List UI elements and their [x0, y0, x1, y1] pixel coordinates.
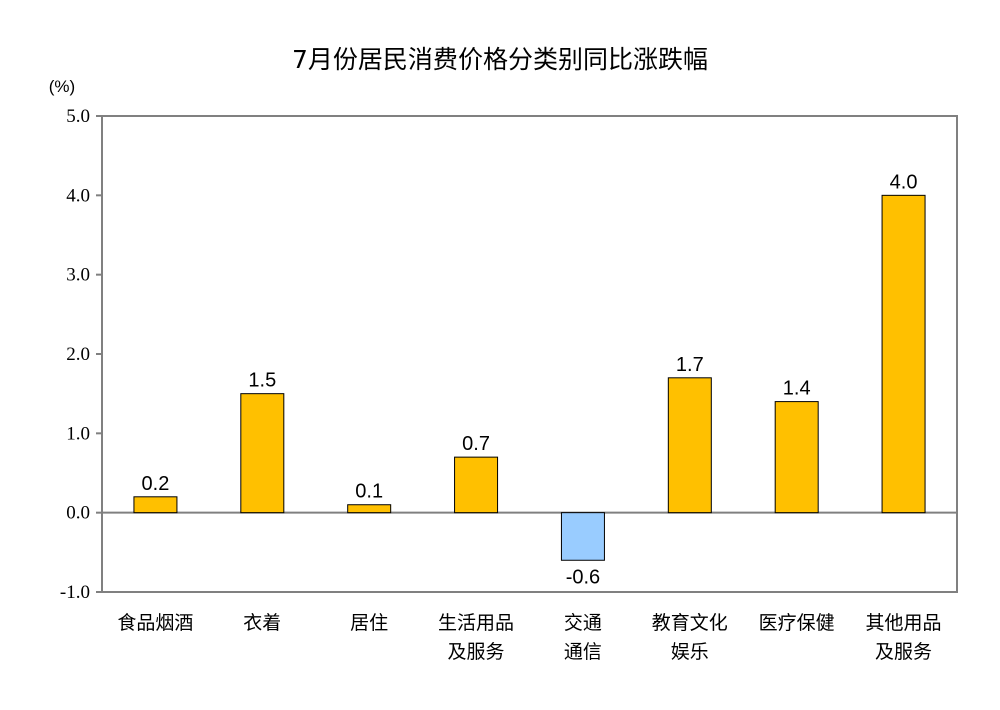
bar [667, 377, 712, 514]
data-label: 1.7 [676, 354, 704, 376]
data-label: 0.2 [142, 473, 170, 495]
y-tick-label: 0.0 [66, 503, 90, 524]
category-label: 教育文化 [652, 612, 728, 634]
y-tick-label: 1.0 [66, 423, 90, 444]
plot-frame [101, 115, 958, 593]
data-label: 0.7 [462, 433, 490, 455]
category-label: 生活用品 [438, 612, 514, 634]
bar [133, 496, 178, 514]
y-axis-unit-label: (%) [49, 77, 75, 96]
data-label: -0.6 [566, 566, 600, 588]
bar [560, 512, 605, 561]
category-label: 其他用品 [866, 612, 942, 634]
y-tick-label: 3.0 [66, 265, 90, 286]
bar [774, 401, 819, 514]
data-label: 1.4 [783, 378, 811, 400]
y-tick-label: 5.0 [66, 106, 90, 127]
y-tick-label: 2.0 [66, 344, 90, 365]
bar [240, 393, 285, 514]
category-label: 食品烟酒 [117, 612, 193, 634]
bar [347, 504, 392, 514]
data-label: 4.0 [890, 171, 918, 193]
category-label: 衣着 [243, 612, 281, 634]
category-label: 交通 [564, 612, 602, 634]
category-label: 及服务 [448, 641, 505, 663]
data-label: 1.5 [248, 370, 276, 392]
y-tick-label: 4.0 [66, 185, 90, 206]
data-label: 0.1 [355, 481, 383, 503]
category-label: 及服务 [875, 641, 932, 663]
category-label: 医疗保健 [759, 612, 835, 634]
chart-title: 7月份居民消费价格分类别同比涨跌幅 [292, 45, 708, 74]
bar [454, 456, 499, 514]
category-label: 娱乐 [671, 641, 709, 663]
plot-area: -1.0 0.0 1.0 2.0 3.0 4.0 5.0 0.2 食品烟酒 1.5 衣着 0.1 居住 0… [60, 106, 958, 663]
y-tick-label: -1.0 [60, 582, 90, 603]
category-label: 通信 [564, 641, 602, 663]
category-label: 居住 [350, 612, 388, 634]
bar [881, 194, 926, 514]
